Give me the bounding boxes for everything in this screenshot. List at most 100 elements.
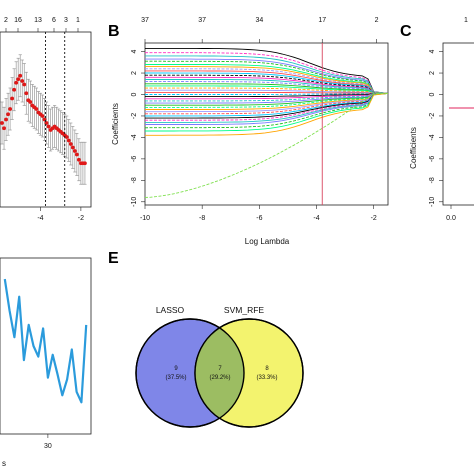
panel-b-x-tick-label: -8 xyxy=(199,215,205,222)
panel-b-top-tick: 17 xyxy=(318,17,326,24)
panel-a-points xyxy=(0,73,87,166)
panel-c-y-tick-label: -8 xyxy=(429,177,436,183)
panel-b-series-line xyxy=(145,92,389,98)
panel-a: 2 16 13 6 3 1 -4 -2 xyxy=(0,17,92,222)
panel-a-top-tick: 2 xyxy=(4,17,8,24)
panel-c-top-ticks: 1 xyxy=(464,17,468,24)
panel-e: E LASSO SVM_RFE 9 (37.5%) 7 (29.2%) 8 (3… xyxy=(108,250,304,428)
panel-b-series-line xyxy=(145,92,389,123)
panel-a-point xyxy=(24,91,29,96)
panel-b-series-line xyxy=(144,92,388,198)
panel-b-top-ticks: 37 37 34 17 2 xyxy=(141,17,379,43)
venn-lasso-count: 9 xyxy=(174,366,178,372)
panel-b-y-label: Coefficients xyxy=(111,103,120,145)
panel-b-series-line xyxy=(145,74,389,94)
panel-a-point xyxy=(18,73,23,78)
panel-b-x-tick-label: -4 xyxy=(313,215,319,222)
panel-b-x-ticks: -10 -8 -6 -4 -2 xyxy=(140,205,377,222)
panel-b-series-line xyxy=(145,47,389,94)
panel-b-x-tick-label: -10 xyxy=(140,215,150,222)
venn-overlap-region xyxy=(195,319,244,427)
panel-b-top-tick: 37 xyxy=(198,17,206,24)
panel-b-top-tick: 2 xyxy=(375,17,379,24)
panel-b-series-line xyxy=(145,55,389,94)
panel-a-point xyxy=(16,77,21,82)
panel-b-x-label: Log Lambda xyxy=(245,237,290,246)
panel-b-series-line xyxy=(145,72,389,94)
panel-c-y-tick-label: -4 xyxy=(429,134,436,140)
panel-b-series-line xyxy=(145,52,389,94)
panel-b-series-line xyxy=(145,92,389,106)
panel-b-series-line xyxy=(145,70,389,94)
panel-b-series-line xyxy=(145,87,389,94)
panel-a-x-tick-label: -4 xyxy=(37,215,43,222)
panel-b-series-line xyxy=(145,79,389,94)
panel-c-y-tick-label: 4 xyxy=(429,50,436,54)
panel-b-series-line xyxy=(145,92,389,110)
panel-a-vlines xyxy=(45,32,66,207)
panel-d: 30 s xyxy=(0,257,92,468)
panel-c: C 1 4 2 0 -2 -4 -6 -8 -10 0.0 Coefficients xyxy=(400,17,474,222)
panel-a-top-tick: 6 xyxy=(52,17,56,24)
panel-c-label: C xyxy=(400,23,412,40)
panel-b-series-line xyxy=(145,85,389,94)
panel-a-point xyxy=(70,145,75,150)
panel-b-series-line xyxy=(144,92,389,129)
panel-a-point xyxy=(83,161,87,166)
panel-a-point xyxy=(8,107,13,111)
panel-a-point xyxy=(68,142,73,146)
panel-d-series-line xyxy=(3,278,88,404)
panel-a-point xyxy=(2,126,6,131)
panel-a-point xyxy=(44,121,49,125)
panel-b-series-line xyxy=(145,76,389,94)
panel-b-series-line xyxy=(145,92,389,95)
panel-b-series-line xyxy=(145,92,389,102)
panel-b-y-tick-label: 2 xyxy=(131,71,138,75)
panel-b-y-tick-label: -8 xyxy=(131,177,138,183)
venn-overlap-pct: (29.2%) xyxy=(209,375,230,381)
panel-a-point xyxy=(20,79,25,83)
panel-c-y-label: Coefficients xyxy=(409,127,418,169)
panel-b-series-line xyxy=(145,92,389,108)
panel-d-x-ticks: 30 xyxy=(44,434,52,450)
venn-overlap-count: 7 xyxy=(218,366,222,372)
venn-svm-outline xyxy=(194,318,304,428)
panel-a-point xyxy=(76,157,81,162)
panel-a-point xyxy=(46,124,51,129)
panel-b-y-tick-label: -6 xyxy=(131,156,138,162)
panel-b-series-line xyxy=(145,83,389,94)
panel-a-x-ticks: -4 -2 xyxy=(37,207,84,222)
panel-a-point xyxy=(10,96,15,101)
panel-a-top-tick: 1 xyxy=(76,17,80,24)
panel-b-series-line xyxy=(145,68,389,94)
venn-svm-count: 8 xyxy=(265,366,269,372)
panel-a-point xyxy=(34,107,39,111)
panel-d-frame xyxy=(0,257,92,435)
panel-c-y-tick-label: -10 xyxy=(429,197,436,207)
panel-c-y-tick-label: -6 xyxy=(429,156,436,162)
panel-a-point xyxy=(12,87,17,92)
panel-b-y-tick-label: -2 xyxy=(131,113,138,119)
panel-c-y-tick-label: -2 xyxy=(429,113,436,119)
panel-b-series-line xyxy=(145,92,389,104)
panel-d-x-tick-label: 30 xyxy=(44,443,52,450)
panel-b-series-line xyxy=(145,91,388,94)
panel-a-point xyxy=(64,135,69,139)
panel-b-series-line xyxy=(145,92,389,132)
panel-a-top-tick: 16 xyxy=(14,17,22,24)
panel-b-series-line xyxy=(145,92,389,121)
panel-b-y-tick-label: -4 xyxy=(131,134,138,140)
panel-b-series-line xyxy=(145,66,389,94)
panel-c-x-ticks: 0.0 xyxy=(446,205,456,222)
panel-b-series-line xyxy=(145,64,389,94)
panel-a-point xyxy=(66,138,71,143)
panel-b-y-tick-label: -10 xyxy=(131,197,138,207)
panel-b-label: B xyxy=(108,23,120,40)
panel-b-series-line xyxy=(145,81,389,94)
panel-b-y-tick-label: 0 xyxy=(131,92,138,96)
panel-b-series xyxy=(144,47,389,198)
panel-b-y-ticks: 4 2 0 -2 -4 -6 -8 -10 xyxy=(131,50,145,207)
panel-a-x-tick-label: -2 xyxy=(78,215,84,222)
panel-b-series-line xyxy=(145,92,389,113)
